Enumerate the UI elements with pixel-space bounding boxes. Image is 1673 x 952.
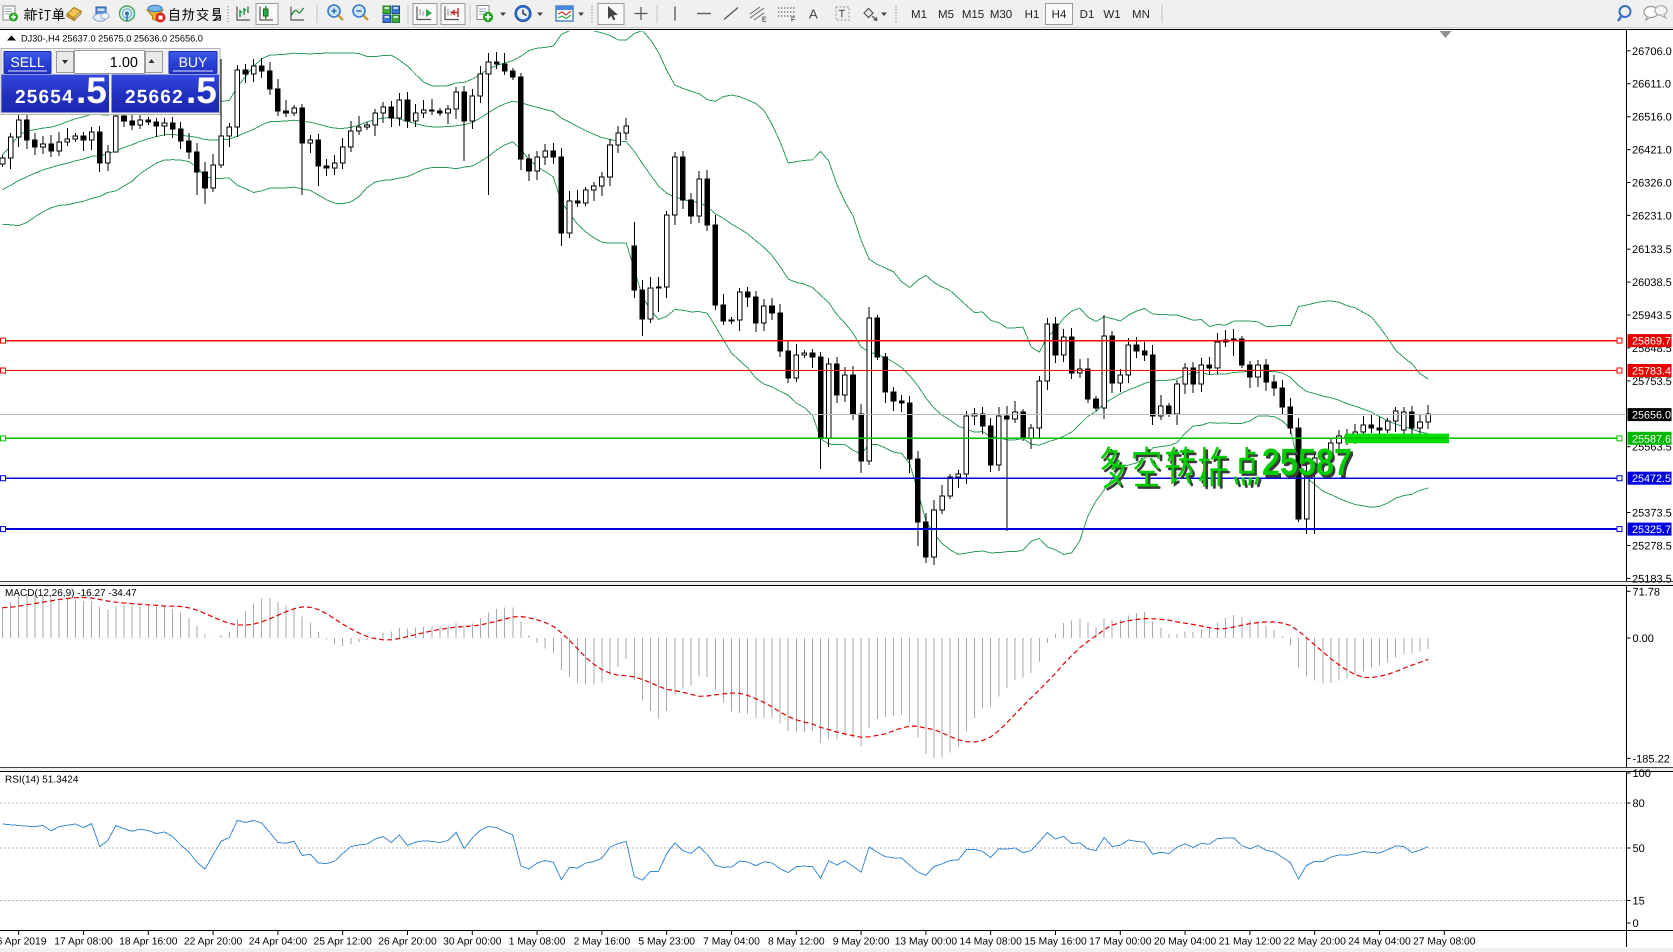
svg-text:25587: 25587 — [1264, 444, 1354, 486]
svg-text:26 Apr 20:00: 26 Apr 20:00 — [378, 937, 437, 948]
svg-text:25 Apr 12:00: 25 Apr 12:00 — [313, 937, 372, 948]
svg-text:25656.0: 25656.0 — [1632, 410, 1671, 422]
svg-text:25662: 25662 — [125, 87, 184, 108]
svg-text:26611.0: 26611.0 — [1632, 79, 1671, 91]
svg-text:A: A — [809, 7, 818, 22]
svg-text:30 Apr 00:00: 30 Apr 00:00 — [443, 937, 502, 948]
svg-text:0.00: 0.00 — [1633, 633, 1654, 645]
svg-text:15: 15 — [1633, 896, 1645, 908]
svg-text:80: 80 — [1633, 798, 1645, 810]
svg-text:MACD(12,26,9) -16.27 -34.47: MACD(12,26,9) -16.27 -34.47 — [5, 588, 137, 599]
svg-text:.5: .5 — [186, 70, 217, 111]
svg-text:27 May 08:00: 27 May 08:00 — [1413, 937, 1476, 948]
svg-text:26038.5: 26038.5 — [1632, 277, 1672, 289]
svg-text:1.00: 1.00 — [110, 55, 138, 71]
svg-text:25183.5: 25183.5 — [1632, 573, 1672, 585]
svg-text:21 May 12:00: 21 May 12:00 — [1219, 937, 1282, 948]
svg-text:W1: W1 — [1103, 9, 1120, 21]
svg-text:M15: M15 — [962, 9, 984, 21]
svg-text:25783.4: 25783.4 — [1632, 366, 1671, 378]
svg-text:H1: H1 — [1025, 9, 1040, 21]
svg-text:M30: M30 — [990, 9, 1012, 21]
svg-text:0: 0 — [1633, 918, 1639, 930]
svg-text:25753.5: 25753.5 — [1632, 376, 1672, 388]
svg-text:9 May 20:00: 9 May 20:00 — [833, 937, 890, 948]
svg-text:RSI(14) 51.3424: RSI(14) 51.3424 — [5, 775, 79, 786]
svg-text:25373.5: 25373.5 — [1632, 508, 1672, 520]
svg-text:25869.7: 25869.7 — [1632, 336, 1671, 348]
svg-text:D1: D1 — [1080, 9, 1095, 21]
svg-text:26326.0: 26326.0 — [1632, 178, 1672, 190]
svg-text:100: 100 — [1633, 768, 1651, 780]
svg-text:2 May 16:00: 2 May 16:00 — [574, 937, 631, 948]
svg-text:25654: 25654 — [15, 87, 74, 108]
svg-text:5 May 23:00: 5 May 23:00 — [638, 937, 695, 948]
svg-text:T: T — [839, 9, 846, 21]
svg-text:26231.0: 26231.0 — [1632, 210, 1672, 222]
svg-text:25472.5: 25472.5 — [1632, 473, 1671, 485]
svg-text:DJ30-,H4 25637.0 25675.0 2563: DJ30-,H4 25637.0 25675.0 25636.0 25656.0 — [21, 34, 203, 44]
svg-text:25943.5: 25943.5 — [1632, 310, 1672, 322]
svg-text:25278.5: 25278.5 — [1632, 541, 1672, 553]
svg-text:22 May 20:00: 22 May 20:00 — [1283, 937, 1346, 948]
svg-text:25587.6: 25587.6 — [1632, 433, 1671, 445]
svg-text:15 May 16:00: 15 May 16:00 — [1024, 937, 1087, 948]
svg-text:16 Apr 2019: 16 Apr 2019 — [0, 937, 47, 948]
svg-text:M1: M1 — [911, 9, 927, 21]
svg-text:25325.7: 25325.7 — [1632, 524, 1671, 536]
svg-text:20 May 04:00: 20 May 04:00 — [1154, 937, 1217, 948]
svg-text:SELL: SELL — [10, 54, 44, 70]
svg-text:BUY: BUY — [179, 54, 208, 70]
svg-text:1 May 08:00: 1 May 08:00 — [509, 937, 566, 948]
svg-text:26133.5: 26133.5 — [1632, 244, 1672, 256]
svg-text:7 May 04:00: 7 May 04:00 — [703, 937, 760, 948]
svg-text:-185.22: -185.22 — [1633, 753, 1670, 765]
svg-text:17 Apr 08:00: 17 Apr 08:00 — [54, 937, 113, 948]
svg-text:50: 50 — [1633, 843, 1645, 855]
svg-text:E: E — [762, 17, 767, 24]
svg-text:14 May 08:00: 14 May 08:00 — [959, 937, 1022, 948]
svg-text:H4: H4 — [1052, 9, 1067, 21]
svg-text:M5: M5 — [938, 9, 954, 21]
svg-text:24 May 04:00: 24 May 04:00 — [1348, 937, 1411, 948]
svg-text:F: F — [791, 17, 795, 24]
svg-text:24 Apr 04:00: 24 Apr 04:00 — [249, 937, 308, 948]
svg-text:18 Apr 16:00: 18 Apr 16:00 — [119, 937, 178, 948]
svg-text:26421.0: 26421.0 — [1632, 145, 1672, 157]
svg-text:MN: MN — [1132, 9, 1150, 21]
svg-text:25587: 25587 — [1262, 442, 1352, 484]
svg-text:26516.0: 26516.0 — [1632, 112, 1672, 124]
svg-text:22 Apr 20:00: 22 Apr 20:00 — [184, 937, 243, 948]
svg-text:71.78: 71.78 — [1633, 586, 1661, 598]
svg-text:17 May 00:00: 17 May 00:00 — [1089, 937, 1152, 948]
svg-text:8 May 12:00: 8 May 12:00 — [768, 937, 825, 948]
svg-text:.5: .5 — [76, 70, 107, 111]
svg-text:13 May 00:00: 13 May 00:00 — [895, 937, 958, 948]
svg-text:26706.0: 26706.0 — [1632, 46, 1672, 58]
